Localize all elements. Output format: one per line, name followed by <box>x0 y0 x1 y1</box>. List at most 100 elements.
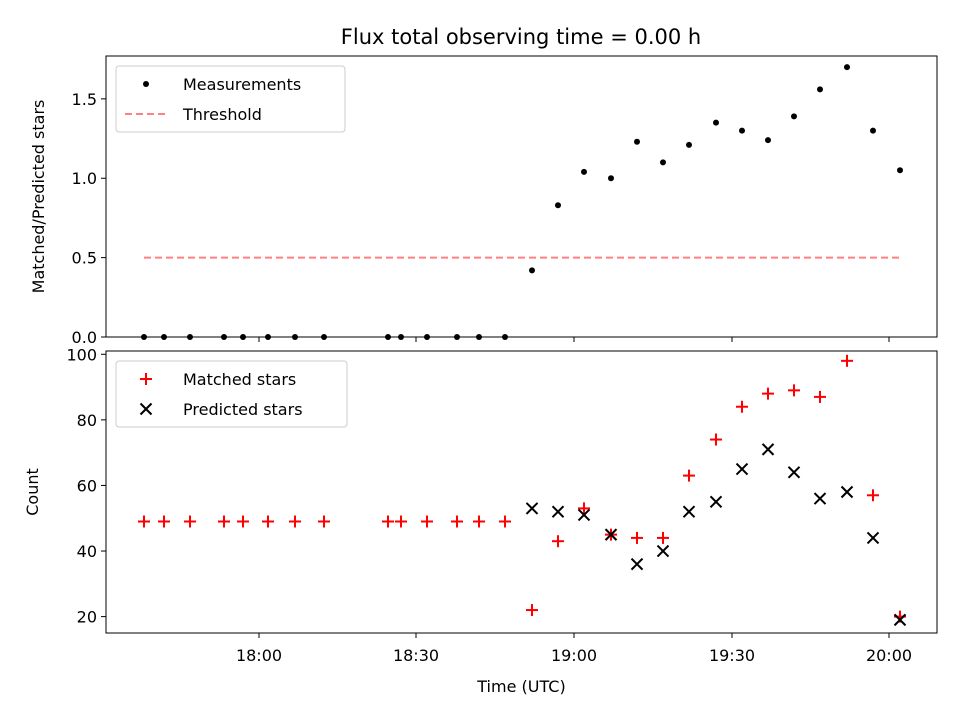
data-point <box>867 489 879 502</box>
data-point <box>840 485 854 499</box>
legend: Measurements Threshold <box>115 65 346 133</box>
data-point <box>791 113 797 120</box>
data-point <box>318 515 330 528</box>
data-point <box>476 334 482 340</box>
data-point <box>292 334 298 340</box>
data-point <box>421 515 433 528</box>
data-point <box>657 531 669 544</box>
data-point <box>502 334 508 340</box>
data-point <box>630 557 644 571</box>
data-point <box>736 400 748 413</box>
axes-frame <box>105 350 938 634</box>
legend-box <box>115 360 348 428</box>
data-point <box>631 531 643 544</box>
data-point <box>735 462 749 476</box>
data-point <box>844 64 850 71</box>
y-tick-label: 40 <box>77 542 97 561</box>
data-point <box>813 492 827 505</box>
data-point <box>817 86 823 93</box>
x-tick-label: 20:00 <box>866 646 912 665</box>
data-point <box>841 354 853 367</box>
x-axis-label: Time (UTC) <box>476 677 565 696</box>
data-point <box>454 334 460 340</box>
data-point <box>577 508 591 522</box>
data-point <box>395 515 407 528</box>
data-point <box>424 334 430 340</box>
data-point <box>158 515 170 528</box>
data-point <box>709 495 723 509</box>
data-point <box>604 528 618 541</box>
legend-marker <box>139 402 153 416</box>
data-point <box>237 515 249 528</box>
x-tick-label: 18:00 <box>236 646 282 665</box>
legend-label: Threshold <box>182 105 262 124</box>
data-point <box>634 138 640 145</box>
legend-label: Predicted stars <box>183 400 303 419</box>
y-tick-label: 60 <box>77 476 97 495</box>
legend-marker <box>143 81 149 87</box>
data-point <box>321 334 327 340</box>
axes-frame <box>105 55 938 338</box>
data-point <box>499 515 511 528</box>
data-point <box>525 502 539 515</box>
data-point <box>398 334 404 340</box>
y-axis-label: Matched/Predicted stars <box>29 100 48 294</box>
data-point <box>552 535 564 548</box>
data-point <box>893 613 907 627</box>
data-point <box>240 334 246 340</box>
data-point <box>866 531 880 545</box>
data-point <box>385 334 391 340</box>
y-tick-label: 0.0 <box>72 328 97 347</box>
data-point <box>141 334 147 340</box>
y-tick-label: 20 <box>77 608 97 627</box>
data-point <box>660 159 666 166</box>
data-point <box>382 515 394 528</box>
y-tick-label: 1.0 <box>72 169 97 188</box>
data-point <box>551 505 565 518</box>
data-point <box>578 502 590 515</box>
data-point <box>787 466 801 479</box>
data-point <box>262 515 274 528</box>
data-point <box>526 604 538 617</box>
chart-title: Flux total observing time = 0.00 h <box>341 25 701 49</box>
y-tick-label: 1.5 <box>72 90 97 109</box>
series-predicted-stars <box>525 443 907 627</box>
data-point <box>710 433 722 446</box>
x-tick-label: 19:00 <box>551 646 597 665</box>
data-point <box>138 515 150 528</box>
data-point <box>739 127 745 134</box>
x-tick-label: 19:30 <box>709 646 755 665</box>
data-point <box>686 141 692 148</box>
data-point <box>581 168 587 175</box>
legend-label: Matched stars <box>183 370 296 389</box>
subplot-2: 20 40 60 80 100 18:00 18:30 19:00 19:30 20:00 Coun… <box>23 345 938 696</box>
data-point <box>765 137 771 144</box>
data-point <box>451 515 463 528</box>
legend-box <box>115 65 346 133</box>
data-point <box>788 384 800 397</box>
data-point <box>897 167 903 174</box>
data-point <box>187 334 193 340</box>
y-tick-label: 80 <box>77 411 97 430</box>
data-point <box>184 515 196 528</box>
x-tick-label: 18:30 <box>393 646 439 665</box>
data-point <box>608 175 614 182</box>
series-measurements <box>141 64 903 340</box>
y-tick-label: 0.5 <box>72 249 97 268</box>
data-point <box>683 469 695 482</box>
data-point <box>761 443 775 456</box>
data-point <box>529 267 535 274</box>
data-point <box>265 334 271 340</box>
data-point <box>762 387 774 400</box>
y-axis-label: Count <box>23 468 42 516</box>
data-point <box>870 127 876 134</box>
data-point <box>682 505 696 518</box>
y-tick-label: 100 <box>66 345 97 364</box>
legend-marker <box>140 373 152 385</box>
legend: Matched stars Predicted stars <box>115 360 348 428</box>
data-point <box>218 515 230 528</box>
data-point <box>473 515 485 528</box>
data-point <box>289 515 301 528</box>
legend-label: Measurements <box>183 75 301 94</box>
